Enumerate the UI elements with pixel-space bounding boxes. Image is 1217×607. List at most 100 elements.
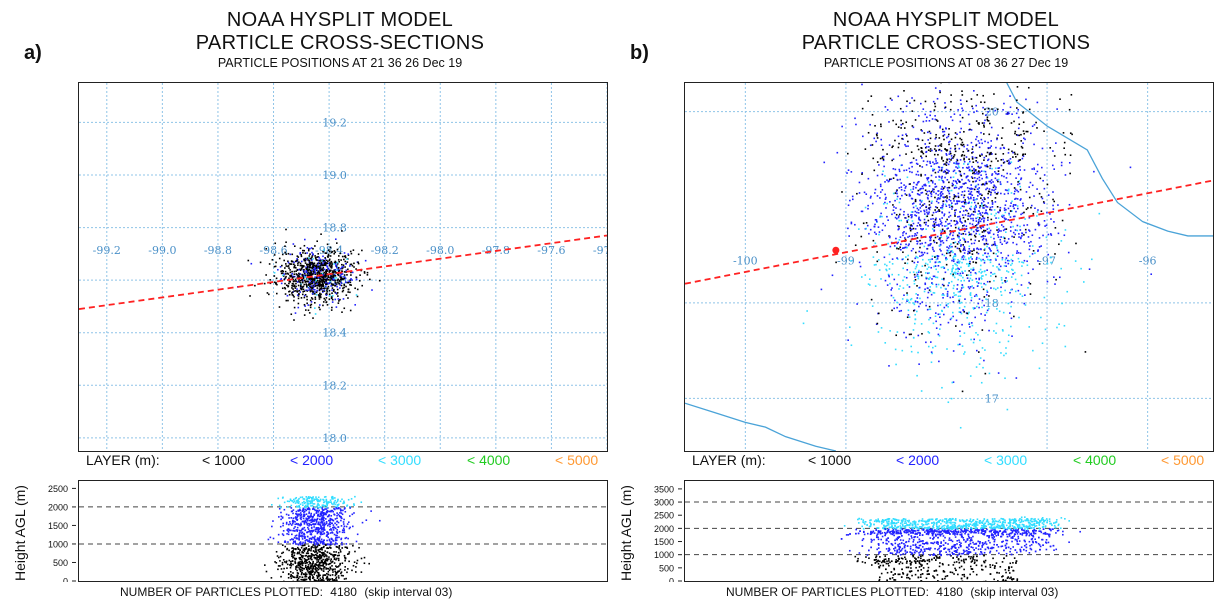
particle-point (322, 301, 325, 303)
particle-point (962, 272, 964, 274)
height-particle-point (323, 496, 326, 498)
particle-point (963, 205, 965, 208)
particle-point (1003, 240, 1006, 242)
height-particle-point (307, 567, 310, 570)
particle-point (335, 264, 337, 266)
height-particle-point (311, 518, 314, 521)
particle-point (954, 226, 957, 229)
particle-point (964, 351, 966, 353)
height-particle-point (313, 541, 315, 544)
particle-point (953, 113, 956, 115)
particle-point (928, 266, 930, 269)
particle-point (339, 267, 342, 270)
particle-point (876, 134, 878, 137)
particle-point (929, 236, 931, 238)
particle-point (1040, 245, 1042, 247)
particle-point (309, 286, 312, 288)
particle-point (970, 201, 973, 204)
particle-point (875, 220, 878, 223)
particle-point (1002, 162, 1005, 164)
particle-point (938, 169, 941, 172)
particle-point (330, 275, 333, 277)
particle-point (976, 251, 978, 254)
particle-point (1063, 141, 1066, 144)
particle-point (958, 298, 961, 301)
particle-point (1015, 377, 1018, 379)
particle-point (984, 108, 986, 111)
particle-point (969, 128, 971, 131)
particle-point (897, 216, 900, 219)
particle-point (1003, 209, 1006, 211)
height-particle-point (287, 541, 289, 543)
height-particle-point (317, 499, 319, 501)
particle-point (963, 224, 966, 227)
particle-point (1063, 324, 1066, 327)
particle-point (929, 261, 931, 263)
particle-point (1003, 237, 1006, 240)
particle-point (947, 251, 949, 253)
chart-title-line2: PARTICLE CROSS-SECTIONS (801, 32, 1091, 54)
particle-point (1023, 211, 1025, 214)
particle-point (920, 192, 923, 194)
particle-point (902, 251, 904, 254)
particle-point (327, 287, 329, 290)
height-particle-point (313, 546, 315, 549)
particle-point (924, 100, 927, 103)
height-particle-point (322, 576, 324, 578)
particle-point (291, 287, 293, 289)
height-particle-point (343, 500, 345, 503)
particle-point (336, 292, 339, 294)
particle-point (947, 135, 950, 138)
particle-point (906, 298, 908, 301)
particle-point (1000, 174, 1003, 177)
particle-point (879, 183, 882, 186)
latitude-tick-label: 17 (985, 392, 999, 405)
particle-point (910, 350, 913, 353)
particle-point (929, 114, 931, 117)
height-particle-point (319, 532, 322, 534)
particle-point (996, 226, 998, 228)
particle-point (290, 313, 293, 316)
particle-point (963, 247, 966, 250)
particle-point (336, 261, 339, 264)
particle-point (1005, 265, 1007, 267)
particle-point (1003, 265, 1006, 267)
particle-point (910, 214, 912, 216)
particle-point (336, 263, 339, 265)
particle-point (328, 269, 330, 271)
particle-point (976, 256, 978, 259)
particle-point (987, 192, 989, 195)
particle-point (981, 215, 984, 217)
particle-point (309, 285, 311, 287)
particle-point (321, 260, 324, 262)
particle-point (349, 283, 351, 286)
particle-point (898, 310, 901, 313)
particle-point (309, 306, 312, 309)
particle-point (961, 284, 964, 286)
particle-point (319, 282, 321, 285)
height-particle-point (320, 531, 323, 533)
height-particle-point (331, 579, 334, 581)
height-particle-point (295, 523, 298, 525)
height-particle-point (298, 500, 300, 503)
particle-point (994, 170, 996, 173)
particle-point (357, 253, 360, 256)
particle-point (306, 268, 309, 271)
particle-point (965, 176, 968, 179)
particle-point (331, 278, 334, 281)
height-particle-point (280, 511, 282, 514)
particle-point (325, 272, 327, 275)
particle-point (929, 276, 931, 279)
particle-point (304, 259, 307, 262)
particle-point (318, 296, 321, 298)
particle-point (291, 282, 294, 285)
particle-point (274, 242, 277, 245)
particle-point (904, 143, 906, 146)
height-particle-point (304, 573, 307, 576)
particle-point (973, 249, 975, 252)
particle-point (971, 156, 974, 158)
height-particle-point (368, 562, 370, 565)
height-particle-point (318, 556, 320, 559)
particle-point (892, 158, 895, 161)
particle-point (288, 293, 291, 296)
